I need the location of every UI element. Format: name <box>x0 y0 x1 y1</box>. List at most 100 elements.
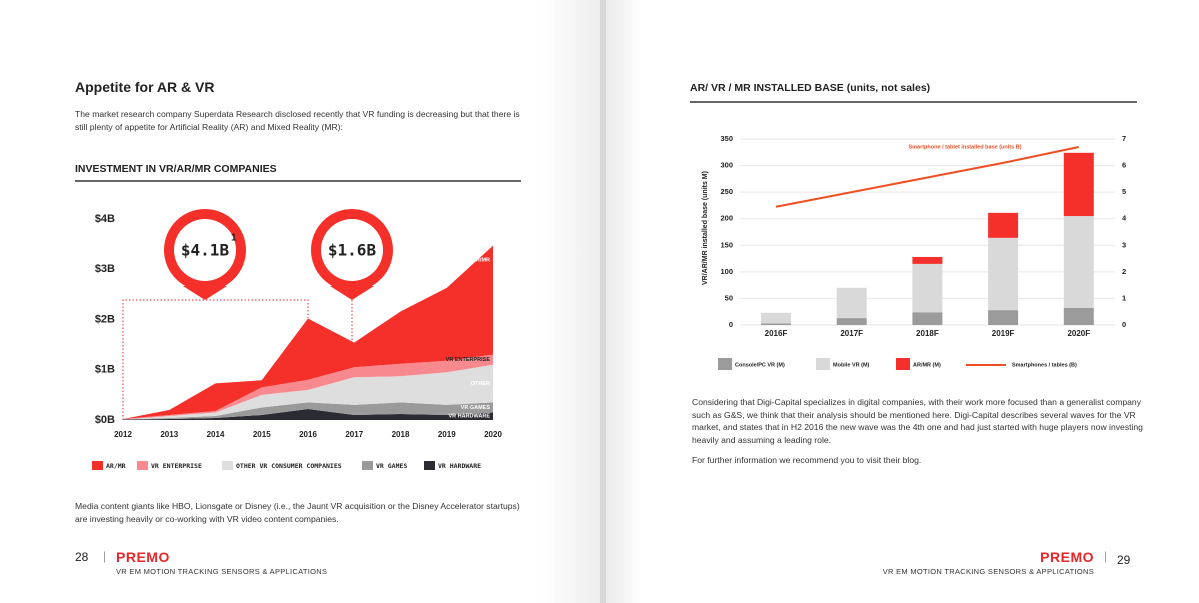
legend-label: VR ENTERPRISE <box>151 462 202 470</box>
x-tick-label: 2014 <box>207 430 225 439</box>
legend-label: Mobile VR (M) <box>833 362 870 368</box>
bar-segment <box>988 310 1019 325</box>
page-number: 28 <box>75 550 89 564</box>
callout-face <box>174 219 236 281</box>
x-tick-label: 2018 <box>392 430 410 439</box>
area <box>123 245 493 419</box>
chart-heading: INVESTMENT IN VR/AR/MR COMPANIES <box>75 163 277 175</box>
x-tick-label: 2020F <box>1067 329 1090 338</box>
y-tick-label: 50 <box>725 293 733 302</box>
y-tick-label: 200 <box>720 214 733 223</box>
legend-swatch <box>816 358 830 370</box>
x-tick-label: 2017F <box>840 329 863 338</box>
paragraph: Considering that Digi-Capital specialize… <box>692 397 1143 445</box>
area-label: VR ENTERPRISE <box>446 357 491 363</box>
y-tick-label: $4B <box>95 213 115 225</box>
bar-segment <box>761 323 791 325</box>
footer: VR EM MOTION TRACKING SENSORS & APPLICAT… <box>116 567 328 576</box>
legend-label: AR/MR <box>106 462 126 470</box>
legend-label: VR HARDWARE <box>438 462 481 470</box>
area <box>123 402 493 420</box>
y2-tick-label: 4 <box>1122 214 1127 223</box>
bar-segment <box>1063 216 1094 308</box>
bar-segment <box>988 212 1019 238</box>
chart-heading: AR/ VR / MR INSTALLED BASE (units, not s… <box>690 82 931 94</box>
x-tick-label: 2015 <box>253 430 271 439</box>
y-tick-label: 0 <box>729 320 733 329</box>
y-axis-label: VR/AR/MR installed base (units M) <box>702 171 709 285</box>
legend-label: OTHER VR CONSUMER COMPANIES <box>236 462 342 470</box>
y2-tick-label: 5 <box>1122 187 1126 196</box>
legend-swatch <box>137 461 148 470</box>
outro-paragraph: Media content giants like HBO, Lionsgate… <box>75 501 520 524</box>
legend-swatch <box>362 461 373 470</box>
x-tick-label: 2016 <box>299 430 317 439</box>
y-tick-label: 300 <box>720 161 733 170</box>
legend-label: VR GAMES <box>376 462 407 470</box>
y-tick-label: $0B <box>95 414 115 426</box>
page-title: Appetite for AR & VR <box>75 79 215 95</box>
area <box>123 408 493 420</box>
y2-tick-label: 1 <box>1122 293 1126 302</box>
right-page <box>606 0 1199 603</box>
paragraph: For further information we recommend you… <box>692 455 922 465</box>
y2-tick-label: 2 <box>1122 267 1126 276</box>
legend-label: Smartphones / tables (B) <box>1012 362 1077 368</box>
callout-pin <box>330 286 374 300</box>
y-tick-label: 100 <box>720 267 733 276</box>
y2-tick-label: 3 <box>1122 240 1126 249</box>
page-number: 29 <box>1117 553 1131 567</box>
legend-swatch <box>896 358 910 370</box>
area <box>123 354 493 420</box>
x-tick-label: 2020 <box>484 430 502 439</box>
bar-segment <box>912 312 943 325</box>
brand: PREMO <box>1040 549 1094 565</box>
y-tick-label: $3B <box>95 263 115 275</box>
left-page <box>0 0 600 603</box>
bar-segment <box>1063 152 1094 217</box>
brand: PREMO <box>116 549 170 565</box>
footer: VR EM MOTION TRACKING SENSORS & APPLICAT… <box>882 567 1094 576</box>
separator: | <box>103 549 107 563</box>
bar-segment <box>1063 307 1094 325</box>
y-tick-label: $2B <box>95 313 115 325</box>
y-tick-label: $1B <box>95 364 115 376</box>
y-tick-label: 250 <box>720 187 733 196</box>
bar-segment <box>912 256 943 264</box>
bar-segment <box>761 312 791 324</box>
legend-swatch <box>92 461 103 470</box>
area-label: VR HARDWARE <box>448 414 490 420</box>
x-tick-label: 2018F <box>916 329 939 338</box>
callout-note: 1 <box>231 233 237 244</box>
legend-label: Console/PC VR (M) <box>735 362 785 368</box>
line-annotation: Smartphone / tablet installed base (unit… <box>908 144 1021 150</box>
bar-segment <box>988 237 1019 311</box>
callout-label: $1.6B <box>328 241 377 260</box>
x-tick-label: 2017 <box>345 430 363 439</box>
area-label: OTHER <box>471 381 490 387</box>
y2-tick-label: 7 <box>1122 134 1126 143</box>
area-label: VR GAMES <box>461 405 491 411</box>
separator: | <box>1104 549 1108 563</box>
x-tick-label: 2012 <box>114 430 132 439</box>
legend-swatch <box>424 461 435 470</box>
x-tick-label: 2013 <box>160 430 178 439</box>
y2-tick-label: 6 <box>1122 161 1126 170</box>
area <box>123 364 493 420</box>
legend-label: AR/MR (M) <box>913 362 941 368</box>
intro-paragraph: The market research company Superdata Re… <box>75 109 520 132</box>
bar-segment <box>912 263 943 313</box>
legend-swatch <box>718 358 732 370</box>
bar-segment <box>836 318 867 325</box>
guide <box>122 299 309 420</box>
area-label: AR/MR <box>472 258 490 264</box>
y-tick-label: 150 <box>720 240 733 249</box>
y-tick-label: 350 <box>720 134 733 143</box>
y2-tick-label: 0 <box>1122 320 1126 329</box>
legend-swatch <box>222 461 233 470</box>
x-tick-label: 2019F <box>992 329 1015 338</box>
x-tick-label: 2019 <box>438 430 456 439</box>
x-tick-label: 2016F <box>765 329 788 338</box>
